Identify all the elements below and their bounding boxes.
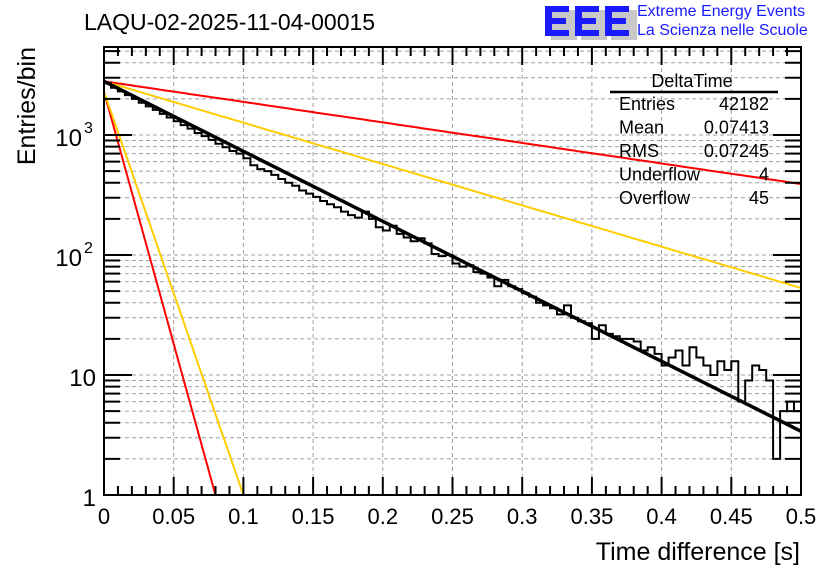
- x-tick-label: 0.1: [228, 504, 259, 529]
- x-axis-label: Time difference [s]: [596, 538, 800, 566]
- curve-yellow-fast: [103, 91, 245, 496]
- stats-value: 0.07245: [704, 141, 769, 161]
- curve-red-slow: [103, 80, 802, 185]
- stats-label: RMS: [619, 141, 659, 161]
- x-tick-label: 0.4: [646, 504, 677, 529]
- run-title: LAQU-02-2025-11-04-00015: [84, 9, 376, 35]
- x-tick-label: 0.35: [570, 504, 613, 529]
- stats-value: 4: [759, 165, 769, 185]
- grid: [104, 47, 801, 495]
- y-tick-label: 10: [55, 125, 82, 152]
- x-tick-label: 0.2: [368, 504, 399, 529]
- x-tick-label: 0.05: [152, 504, 195, 529]
- y-axis-label: Entries/bin: [13, 47, 41, 165]
- stats-value: 42182: [719, 94, 769, 114]
- y-tick-exponent: 3: [84, 120, 93, 137]
- stats-value: 0.07413: [704, 118, 769, 138]
- eee-logo-icon: [545, 6, 637, 40]
- stats-label: Overflow: [619, 188, 691, 208]
- curve-yellow-slow: [103, 80, 802, 289]
- logo-caption: Extreme Energy Events La Scienza nelle S…: [637, 2, 808, 40]
- curve-red-fast: [103, 91, 217, 496]
- x-tick-label: 0.5: [786, 504, 817, 529]
- x-tick-label: 0.3: [507, 504, 538, 529]
- stats-label: Mean: [619, 118, 664, 138]
- y-tick-exponent: 2: [84, 240, 93, 257]
- y-tick-label: 10: [69, 365, 96, 392]
- x-tick-label: 0.15: [292, 504, 335, 529]
- curve-fit: [103, 79, 802, 433]
- y-tick-label: 10: [55, 245, 82, 272]
- x-tick-label: 0: [98, 504, 110, 529]
- stats-label: Underflow: [619, 165, 701, 185]
- logo-letters: [545, 6, 629, 36]
- logo-line-2: La Scienza nelle Scuole: [637, 22, 808, 39]
- fit-curves: [103, 80, 802, 496]
- x-tick-label: 0.25: [431, 504, 474, 529]
- stats-title: DeltaTime: [651, 71, 732, 91]
- x-axis: 0 0.05 0.1 0.15 0.2 0.25 0.3 0.35 0.4 0.45 0.5: [98, 47, 816, 529]
- logo-line-1: Extreme Energy Events: [637, 3, 806, 20]
- y-tick-label: 1: [83, 485, 96, 512]
- stats-label: Entries: [619, 94, 675, 114]
- x-tick-label: 0.45: [710, 504, 753, 529]
- stats-box: DeltaTime Entries 42182 Mean 0.07413 RMS 0.072…: [610, 71, 778, 208]
- stats-value: 45: [749, 188, 769, 208]
